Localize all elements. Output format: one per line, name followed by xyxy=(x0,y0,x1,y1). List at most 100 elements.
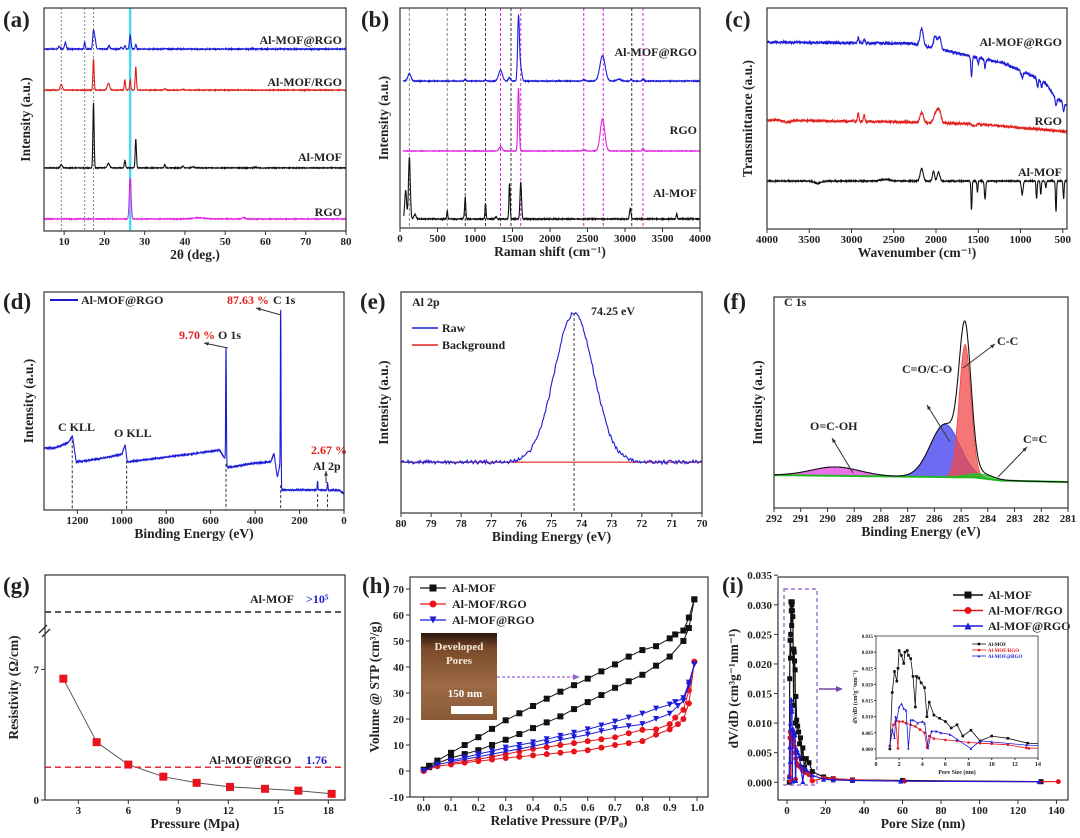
inset-x-tick-label: 0 xyxy=(875,762,878,768)
x-tick-label: 1000 xyxy=(111,515,134,527)
inset-data-point xyxy=(978,741,982,745)
inset-data-point xyxy=(894,715,897,718)
plot-frame xyxy=(43,7,347,232)
data-point xyxy=(786,773,792,779)
data-point xyxy=(653,731,660,738)
x-tick-label: 74 xyxy=(576,518,588,530)
data-point xyxy=(571,748,578,755)
data-point xyxy=(530,739,537,746)
plot-frame xyxy=(44,574,346,801)
data-point xyxy=(516,741,523,748)
y-tick-label: 7 xyxy=(34,664,40,676)
inset-data-point xyxy=(897,649,901,652)
legend-marker xyxy=(964,591,972,599)
inset-data-point xyxy=(955,737,959,741)
inset-legend-label: Al-MOF xyxy=(988,643,1006,648)
data-point xyxy=(571,740,578,747)
panel-label: (b) xyxy=(361,7,389,32)
data-point xyxy=(59,674,68,683)
data-point xyxy=(791,646,797,652)
x-tick-label: 3500 xyxy=(798,234,821,246)
x-tick-label: 140 xyxy=(1048,805,1065,817)
x-tick-label: 75 xyxy=(546,518,558,530)
data-point xyxy=(434,757,441,764)
data-point xyxy=(612,661,619,668)
component-arrow xyxy=(926,404,951,443)
inset-data-point xyxy=(919,681,923,685)
x-tick-label: 50 xyxy=(220,236,232,248)
y-axis-label: Intensity (a.u.) xyxy=(750,360,765,444)
scale-bar-label: 150 nm xyxy=(448,688,483,700)
x-axis-label: Wavenumber (cm⁻¹) xyxy=(858,245,977,260)
data-point xyxy=(625,678,632,685)
data-point xyxy=(625,714,632,721)
x-tick-label: 80 xyxy=(935,805,947,817)
peak-annotation: Al 2p xyxy=(313,459,341,473)
data-point xyxy=(800,779,806,785)
inset-data-point xyxy=(1027,747,1031,750)
legend-label: Background xyxy=(442,338,505,352)
raw-curve xyxy=(401,311,702,466)
inset-data-point xyxy=(900,702,903,706)
data-point xyxy=(790,614,796,620)
x-tick-label: 292 xyxy=(766,513,783,525)
inset-data-point xyxy=(932,713,936,717)
spectrum-title: Al 2p xyxy=(412,295,440,309)
data-point xyxy=(598,744,605,751)
peak-annotation: O KLL xyxy=(114,426,152,440)
panel-a: Al-MOF@RGO Al-MOF/RGO Al-MOF RGO 10 20 30 40 50 6… xyxy=(3,7,352,262)
inset-data-point xyxy=(892,723,895,727)
data-point xyxy=(489,747,496,754)
inset-data-point xyxy=(917,676,921,680)
inset-data-point xyxy=(934,729,938,733)
x-axis-label: 2θ (deg.) xyxy=(170,247,220,262)
data-point xyxy=(787,759,793,765)
data-point xyxy=(792,729,798,735)
inset-frame xyxy=(875,635,1039,759)
inset-data-point xyxy=(911,718,915,722)
data-point xyxy=(821,776,827,782)
data-point xyxy=(448,749,455,756)
legend-marker xyxy=(964,607,972,614)
y-tick-label: 0.030 xyxy=(747,600,772,612)
x-tick-label: 1.0 xyxy=(690,802,704,814)
y-tick-label: 0.010 xyxy=(747,718,772,730)
data-point xyxy=(598,692,605,699)
y-tick-label: 70 xyxy=(393,584,405,596)
x-axis-label: Raman shift (cm⁻¹) xyxy=(494,244,606,259)
x-tick-label: 2000 xyxy=(539,233,562,245)
peak-annotation: 87.63 % xyxy=(227,293,269,307)
data-point xyxy=(1055,779,1061,785)
peak-annotation: O 1s xyxy=(218,328,241,342)
inset-data-point xyxy=(890,728,894,731)
data-point xyxy=(789,599,795,605)
inset-data-point xyxy=(918,728,922,731)
panel-g: Al-MOF >10⁵ Al-MOF@RGO 1.76 3 6 9 12 15 18 0 7 Press… xyxy=(3,573,346,831)
inset-data-point xyxy=(955,723,959,727)
data-point xyxy=(685,624,692,631)
y-axis-label: Volume @ STP (cm³/g) xyxy=(367,621,382,752)
legend-marker xyxy=(429,600,437,608)
x-tick-label: 3500 xyxy=(652,233,675,245)
data-point xyxy=(680,706,687,713)
data-point xyxy=(639,647,646,654)
inset-data-point xyxy=(900,654,903,657)
data-point xyxy=(849,777,855,783)
inset-data-point xyxy=(897,720,901,723)
component-arrow xyxy=(962,343,996,369)
al2p-arrow-head xyxy=(324,471,328,476)
resistivity-line xyxy=(62,678,332,795)
y-tick-label: 10 xyxy=(393,740,405,752)
x-tick-label: 77 xyxy=(486,518,498,530)
legend-label: Raw xyxy=(442,321,466,335)
component-arrow xyxy=(831,437,854,474)
data-point xyxy=(792,732,798,738)
data-point xyxy=(792,667,798,673)
data-point xyxy=(653,643,660,650)
data-point xyxy=(584,699,591,706)
data-point xyxy=(502,748,509,755)
ftir-curve-2 xyxy=(767,167,1067,212)
panel-h: Al-MOF Al-MOF/RGO Al-MOF@RGO Developed Pores… xyxy=(362,573,709,828)
x-tick-label: 78 xyxy=(456,518,468,530)
inset-legend-label: Al-MOF/RGO xyxy=(988,649,1019,654)
